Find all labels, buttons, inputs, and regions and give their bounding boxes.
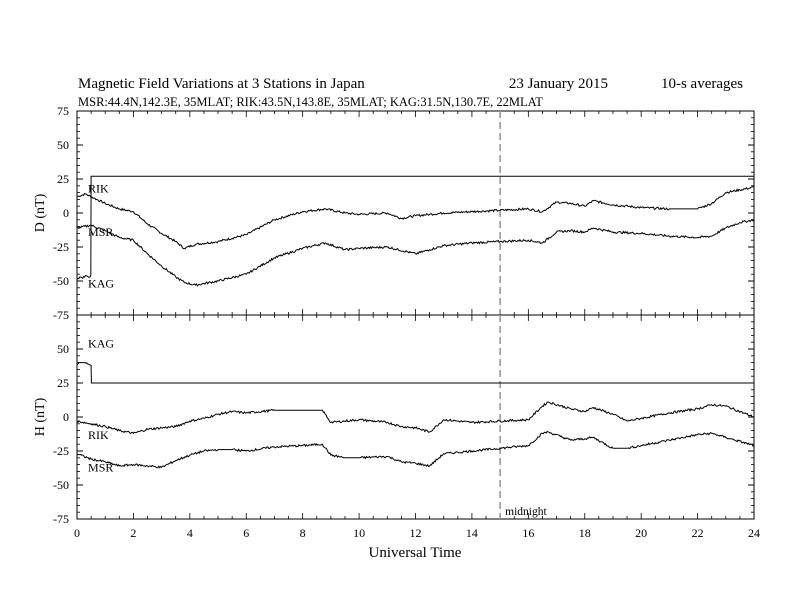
series-msr-line <box>76 430 755 469</box>
chart-averaging: 10-s averages <box>661 76 743 92</box>
series-kag-line <box>76 362 754 384</box>
series-kag-label: KAG <box>88 336 114 350</box>
series-rik-line <box>76 186 755 250</box>
series-rik-line <box>76 401 755 435</box>
x-tick-label: 10 <box>353 526 365 540</box>
panel-D: -75 -50 -25 0 25 50 75 D (nT) RIK MSR KAG <box>33 104 755 322</box>
y-tick-label: 25 <box>57 172 69 186</box>
y-tick-label: -25 <box>53 444 69 458</box>
x-tick-label: 24 <box>748 526 760 540</box>
panel-frame <box>76 314 755 520</box>
chart-subtitle: MSR:44.4N,142.3E, 35MLAT; RIK:43.5N,143.… <box>78 95 543 109</box>
panels-group: -75 -50 -25 0 25 50 75 D (nT) RIK MSR KAG -75 -50 -25… <box>33 104 760 540</box>
y-tick-label: -50 <box>53 478 69 492</box>
y-tick-label: -75 <box>53 308 69 322</box>
series-kag-label: KAG <box>88 277 114 291</box>
y-tick-label: 0 <box>63 206 69 220</box>
series-msr-line <box>76 218 755 287</box>
y-tick-label: 50 <box>57 138 69 152</box>
y-tick-label: 75 <box>57 104 69 118</box>
x-tick-label: 18 <box>579 526 591 540</box>
y-tick-label: 50 <box>57 342 69 356</box>
y-tick-label: -50 <box>53 274 69 288</box>
y-tick-label: -75 <box>53 512 69 526</box>
y-tick-label: 0 <box>63 410 69 424</box>
y-tick-label: -25 <box>53 240 69 254</box>
series-rik-label: RIK <box>88 182 109 196</box>
x-tick-label: 22 <box>692 526 704 540</box>
x-tick-label: 16 <box>522 526 534 540</box>
midnight-label: midnight <box>505 506 547 518</box>
x-tick-label: 12 <box>410 526 422 540</box>
chart-title: Magnetic Field Variations at 3 Stations … <box>78 76 365 92</box>
panel-frame <box>76 110 755 316</box>
x-tick-label: 14 <box>466 526 478 540</box>
series-kag-line <box>76 175 754 280</box>
chart-date: 23 January 2015 <box>509 76 608 92</box>
series-msr-label: MSR <box>88 461 113 475</box>
x-tick-label: 20 <box>635 526 647 540</box>
series-rik-label: RIK <box>88 428 109 442</box>
x-tick-label: 4 <box>187 526 193 540</box>
x-axis-label: Universal Time <box>369 545 462 561</box>
x-tick-label: 8 <box>300 526 306 540</box>
y-tick-label: 25 <box>57 376 69 390</box>
x-tick-label: 2 <box>130 526 136 540</box>
series-msr-label: MSR <box>88 225 113 239</box>
x-tick-label: 0 <box>74 526 80 540</box>
x-tick-label: 6 <box>243 526 249 540</box>
y-axis-label: D (nT) <box>33 193 48 232</box>
y-axis-label: H (nT) <box>33 397 48 436</box>
